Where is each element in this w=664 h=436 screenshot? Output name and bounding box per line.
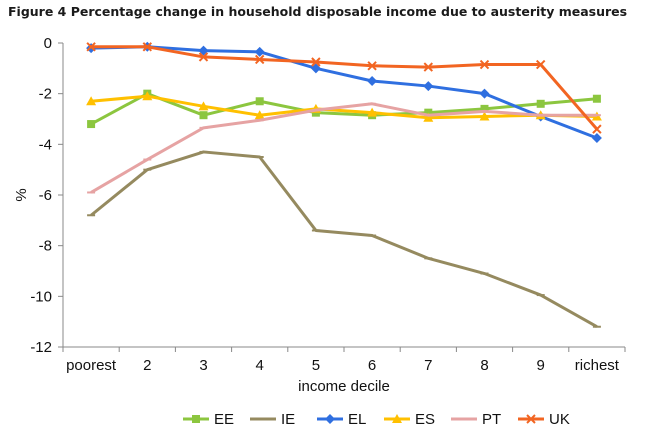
legend-item-pt: PT xyxy=(451,411,501,428)
series-el xyxy=(86,41,602,143)
data-point-es xyxy=(254,110,265,120)
x-tick-label: 5 xyxy=(312,357,320,374)
data-point-es xyxy=(198,101,209,111)
legend-label-pt: PT xyxy=(482,411,501,428)
legend-marker-ee xyxy=(192,415,200,423)
data-point-uk xyxy=(198,52,209,62)
y-tick-label: -6 xyxy=(39,187,52,204)
data-point-es xyxy=(479,111,490,121)
axes: 0 -2 -4 -6 -8 -10 -12 poorest 2 3 4 5 6 7 8 9 richest inc… xyxy=(13,35,626,395)
y-tick-label: -12 xyxy=(30,339,52,356)
data-point-ee xyxy=(536,99,545,108)
data-point-uk xyxy=(86,42,96,52)
data-point-el xyxy=(254,46,265,57)
legend-item-ee: EE xyxy=(183,411,234,428)
chart-title: Figure 4 Percentage change in household … xyxy=(8,4,628,19)
data-point-uk xyxy=(592,124,602,134)
data-point-uk xyxy=(367,61,377,71)
legend-marker-uk xyxy=(526,414,536,424)
data-point-es xyxy=(423,112,434,122)
y-tick-label: 0 xyxy=(44,35,52,52)
x-axis-label: income decile xyxy=(298,378,390,395)
series-line-el xyxy=(91,45,598,140)
legend-label-uk: UK xyxy=(549,411,570,428)
series-ie xyxy=(87,150,601,329)
data-point-ee xyxy=(592,94,601,103)
series-line-uk xyxy=(91,45,599,131)
y-tick-label: -4 xyxy=(39,136,52,153)
data-point-es xyxy=(86,96,97,106)
data-point-uk xyxy=(311,57,321,67)
data-point-uk xyxy=(142,42,153,52)
x-tick-label: richest xyxy=(575,357,620,374)
data-point-uk xyxy=(535,59,546,70)
legend-label-el: EL xyxy=(348,411,366,428)
x-tick-label: 3 xyxy=(199,357,207,374)
x-tick-label: poorest xyxy=(66,357,117,374)
legend-label-es: ES xyxy=(415,411,435,428)
y-tick-label: -8 xyxy=(39,238,52,255)
series-line-es xyxy=(90,94,597,120)
series-layer xyxy=(86,41,602,329)
data-point-el xyxy=(479,88,490,99)
legend-item-ie: IE xyxy=(250,411,295,428)
data-point-ee xyxy=(87,120,96,129)
data-point-uk xyxy=(254,54,265,65)
data-point-ee xyxy=(424,108,433,117)
legend-item-uk: UK xyxy=(518,411,570,428)
legend-label-ie: IE xyxy=(281,411,295,428)
data-point-el xyxy=(591,133,602,143)
series-line-ie xyxy=(90,150,598,329)
legend-marker-el xyxy=(325,414,335,424)
data-point-el xyxy=(423,81,434,92)
data-point-ee xyxy=(199,111,208,120)
x-tick-label: 7 xyxy=(424,357,432,374)
x-tick-label: 4 xyxy=(256,357,264,374)
series-line-pt xyxy=(90,102,597,194)
x-tick-label: 2 xyxy=(143,357,151,374)
data-point-uk xyxy=(479,59,490,70)
y-tick-label: -2 xyxy=(39,86,52,103)
legend: EE IE EL ES PT UK xyxy=(183,411,570,428)
x-tick-label: 9 xyxy=(537,357,545,374)
data-point-ee xyxy=(480,104,489,113)
data-point-es xyxy=(142,91,153,101)
y-axis-label: % xyxy=(13,188,30,201)
x-tick-label: 6 xyxy=(368,357,376,374)
x-tick-label: 8 xyxy=(480,357,488,374)
legend-marker-es xyxy=(392,414,402,423)
data-point-ee xyxy=(255,97,264,106)
legend-label-ee: EE xyxy=(214,411,234,428)
y-tick-label: -10 xyxy=(30,288,52,305)
legend-item-es: ES xyxy=(384,411,435,428)
data-point-uk xyxy=(423,62,434,72)
series-pt xyxy=(87,102,601,194)
data-point-el xyxy=(367,76,378,86)
legend-item-el: EL xyxy=(317,411,366,428)
series-uk xyxy=(86,42,602,134)
data-point-es xyxy=(367,107,378,117)
